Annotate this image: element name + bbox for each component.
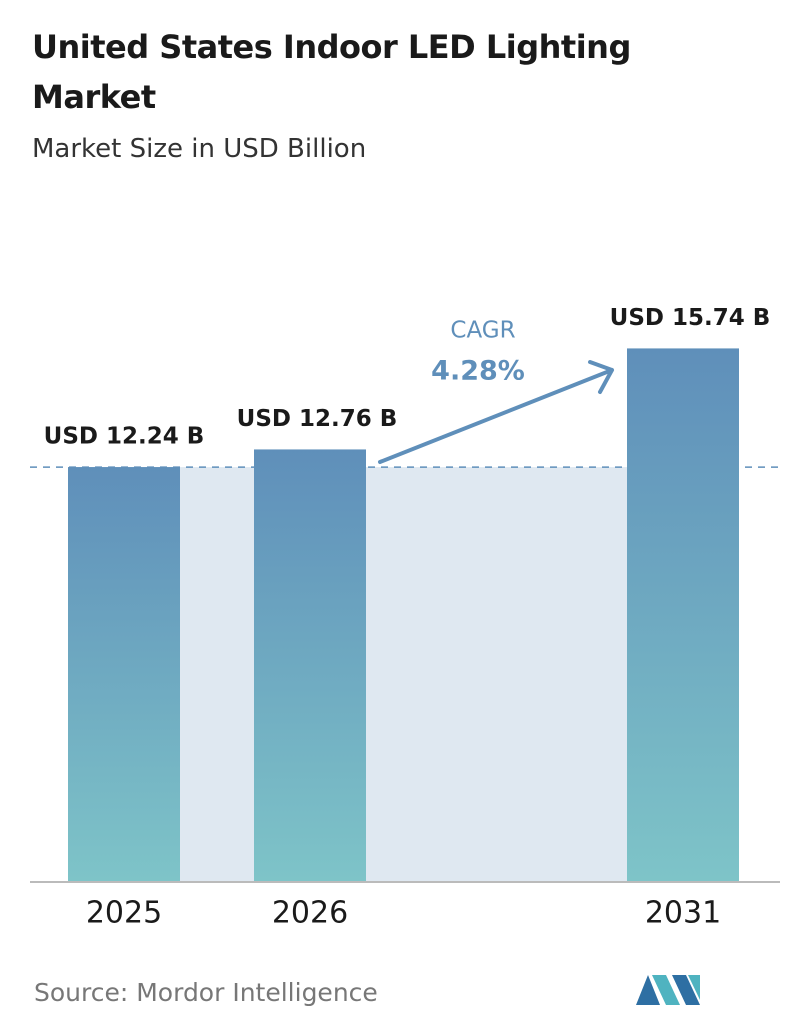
chart-subtitle: Market Size in USD Billion (32, 134, 367, 164)
value-label: USD 15.74 B (610, 305, 771, 331)
value-label: USD 12.24 B (44, 424, 205, 450)
x-tick-label: 2031 (645, 896, 721, 931)
source: Source: Mordor Intelligence (34, 978, 378, 1007)
cagr-value: 4.28% (431, 356, 525, 387)
bar (68, 467, 180, 882)
bar (254, 449, 366, 882)
x-tick-label: 2026 (272, 896, 348, 931)
value-label: USD 12.76 B (237, 406, 398, 432)
cagr-label: CAGR (450, 318, 515, 344)
cagr-arrow (378, 360, 614, 464)
chart-title: United States Indoor LED Lighting Market (32, 28, 631, 116)
logo (636, 975, 700, 1005)
x-tick-label: 2025 (86, 896, 162, 931)
bar (627, 348, 739, 882)
